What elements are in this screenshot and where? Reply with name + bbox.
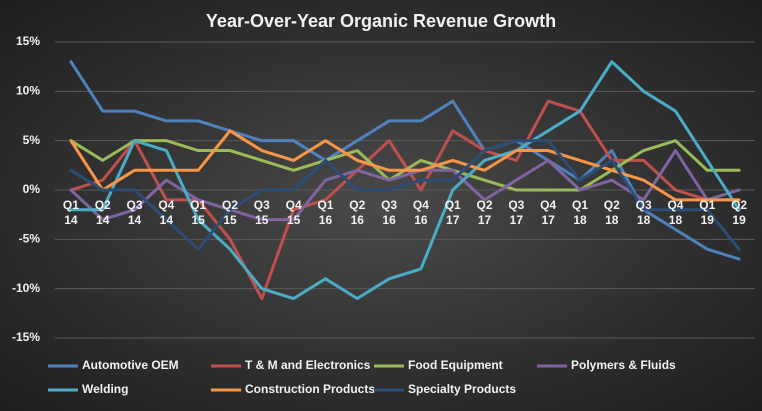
- line-series: [69, 60, 741, 301]
- x-tick-label: Q4 18: [667, 198, 684, 227]
- line-series: [69, 149, 741, 222]
- x-tick-label: Q2 18: [603, 198, 620, 227]
- x-tick-label: Q4 17: [540, 198, 557, 227]
- x-tick-label: Q3 14: [126, 198, 143, 227]
- x-tick-label: Q1 15: [190, 198, 207, 227]
- legend-label: Polymers & Fluids: [571, 358, 676, 372]
- x-tick-label: Q3 16: [381, 198, 398, 227]
- x-tick-label: Q4 16: [412, 198, 429, 227]
- chart-title: Year-Over-Year Organic Revenue Growth: [206, 11, 556, 31]
- x-tick-label: Q2 17: [476, 198, 493, 227]
- x-tick-label: Q2 16: [349, 198, 366, 227]
- y-tick-label: -15%: [12, 330, 40, 344]
- legend-label: Welding: [82, 382, 128, 396]
- legend-label: Automotive OEM: [82, 358, 179, 372]
- legend-label: Specialty Products: [408, 382, 516, 396]
- x-tick-label: Q1 18: [571, 198, 588, 227]
- x-tick-label: Q2 19: [731, 198, 748, 227]
- line-series: [69, 139, 741, 251]
- legend-label: T & M and Electronics: [245, 358, 371, 372]
- x-tick-label: Q4 15: [285, 198, 302, 227]
- x-tick-label: Q1 17: [444, 198, 461, 227]
- x-tick-label: Q1 14: [62, 198, 79, 227]
- y-tick-label: 5%: [23, 133, 41, 147]
- y-tick-label: -10%: [12, 281, 40, 295]
- y-tick-label: -5%: [19, 232, 41, 246]
- line-series: [69, 60, 741, 261]
- x-tick-label: Q4 14: [158, 198, 175, 227]
- line-series: [69, 129, 741, 202]
- y-tick-label: 0%: [23, 182, 41, 196]
- x-tick-label: Q1 19: [699, 198, 716, 227]
- legend-label: Food Equipment: [408, 358, 503, 372]
- x-tick-label: Q2 14: [94, 198, 111, 227]
- y-tick-label: 10%: [16, 84, 40, 98]
- x-tick-label: Q1 16: [317, 198, 334, 227]
- legend-label: Construction Products: [245, 382, 375, 396]
- x-tick-label: Q3 18: [635, 198, 652, 227]
- x-tick-label: Q2 15: [221, 198, 238, 227]
- x-tick-label: Q3 17: [508, 198, 525, 227]
- x-tick-label: Q3 15: [253, 198, 270, 227]
- y-tick-label: 15%: [16, 34, 40, 48]
